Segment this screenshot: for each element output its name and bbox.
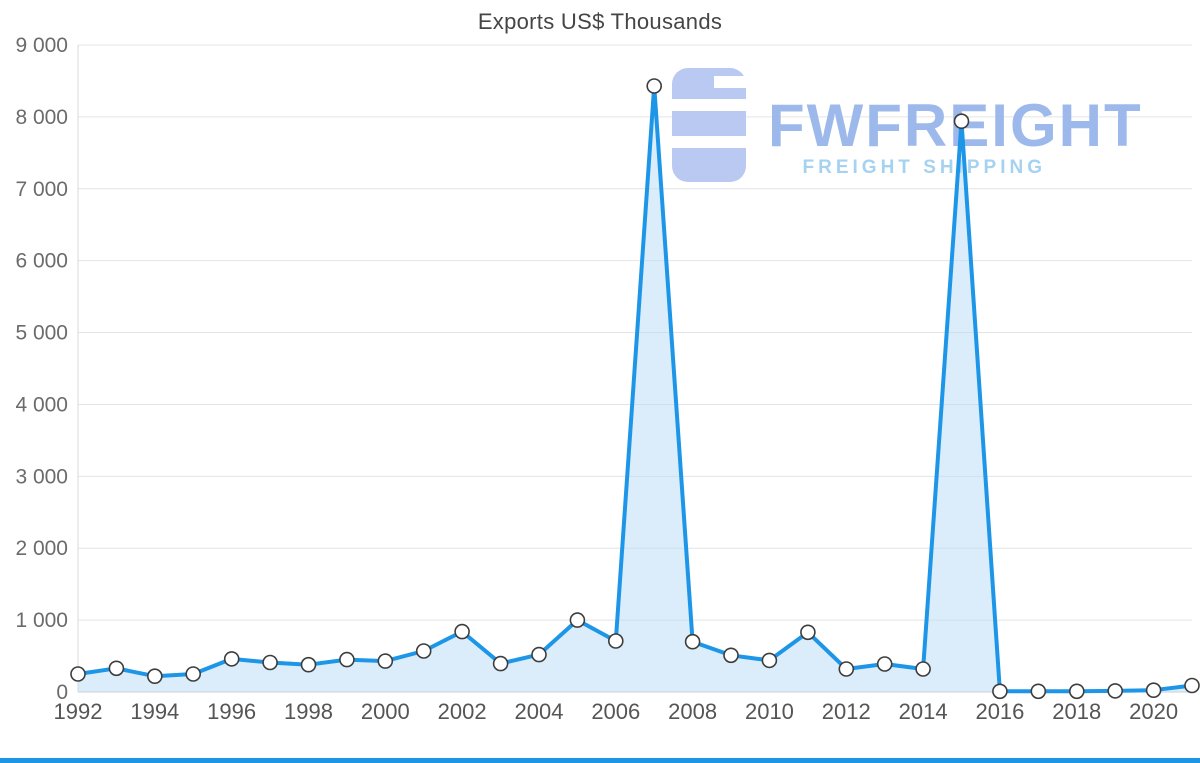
data-point-marker[interactable] — [992, 683, 1008, 700]
x-axis-label: 2014 — [899, 699, 948, 724]
data-point-marker[interactable] — [915, 661, 931, 677]
data-point-marker[interactable] — [1030, 683, 1047, 700]
data-point-marker[interactable] — [147, 668, 163, 685]
data-point-marker[interactable] — [223, 651, 240, 667]
data-point-marker[interactable] — [761, 652, 778, 669]
x-axis-label: 2012 — [822, 699, 871, 724]
data-point-marker[interactable] — [339, 651, 355, 668]
data-point-marker[interactable] — [1107, 683, 1123, 699]
data-point-marker[interactable] — [684, 633, 701, 650]
data-point-marker[interactable] — [838, 661, 855, 677]
x-axis-label: 2008 — [668, 699, 717, 724]
data-point-marker[interactable] — [377, 653, 394, 669]
y-axis-label: 3 000 — [15, 465, 68, 488]
y-axis-label: 0 — [56, 681, 68, 704]
watermark: FWFREIGHTFREIGHT SHIPPING — [672, 68, 1143, 182]
y-axis-label: 6 000 — [15, 250, 68, 273]
x-axis-label: 2020 — [1129, 699, 1178, 724]
data-point-marker[interactable] — [646, 78, 663, 94]
watermark-logo-icon — [672, 68, 746, 182]
data-point-marker[interactable] — [300, 656, 317, 673]
data-point-marker[interactable] — [70, 666, 86, 682]
x-axis-label: 1992 — [54, 699, 103, 724]
y-axis-label: 5 000 — [15, 322, 68, 345]
data-point-marker[interactable] — [723, 647, 739, 664]
y-axis-label: 1 000 — [15, 609, 68, 632]
y-axis-label: 9 000 — [15, 34, 68, 57]
data-point-marker[interactable] — [1069, 683, 1085, 700]
data-point-marker[interactable] — [262, 654, 278, 671]
data-point-marker[interactable] — [454, 623, 470, 640]
y-axis-label: 8 000 — [15, 106, 68, 129]
data-point-marker[interactable] — [569, 612, 586, 628]
bottom-accent-bar — [0, 758, 1200, 763]
chart-title: Exports US$ Thousands — [477, 9, 723, 34]
x-axis-label: 2016 — [975, 699, 1024, 724]
data-point-marker[interactable] — [607, 633, 624, 649]
x-axis-label: 2002 — [438, 699, 487, 724]
watermark-brand-text: FWFREIGHT — [768, 92, 1143, 159]
data-point-marker[interactable] — [1184, 677, 1200, 694]
x-axis-label: 2006 — [591, 699, 640, 724]
x-axis-label: 2000 — [361, 699, 410, 724]
x-axis-label: 2018 — [1052, 699, 1101, 724]
data-point-marker[interactable] — [492, 655, 509, 672]
y-axis-label: 2 000 — [15, 537, 68, 560]
data-point-marker[interactable] — [953, 113, 970, 129]
x-axis-label: 1996 — [207, 699, 256, 724]
data-point-marker[interactable] — [876, 656, 893, 672]
data-point-marker[interactable] — [415, 643, 432, 659]
watermark-tagline-text: FREIGHT SHIPPING — [803, 157, 1046, 178]
x-axis-label: 2004 — [514, 699, 563, 724]
data-point-marker[interactable] — [531, 646, 547, 663]
x-axis-label: 1994 — [130, 699, 179, 724]
y-axis-label: 4 000 — [15, 393, 68, 416]
data-point-marker[interactable] — [108, 660, 125, 677]
y-axis-label: 7 000 — [15, 178, 68, 201]
data-point-marker[interactable] — [800, 624, 816, 641]
x-axis-label: 1998 — [284, 699, 333, 724]
x-axis-label: 2010 — [745, 699, 794, 724]
data-point-marker[interactable] — [1145, 682, 1162, 699]
data-point-marker[interactable] — [185, 666, 201, 682]
